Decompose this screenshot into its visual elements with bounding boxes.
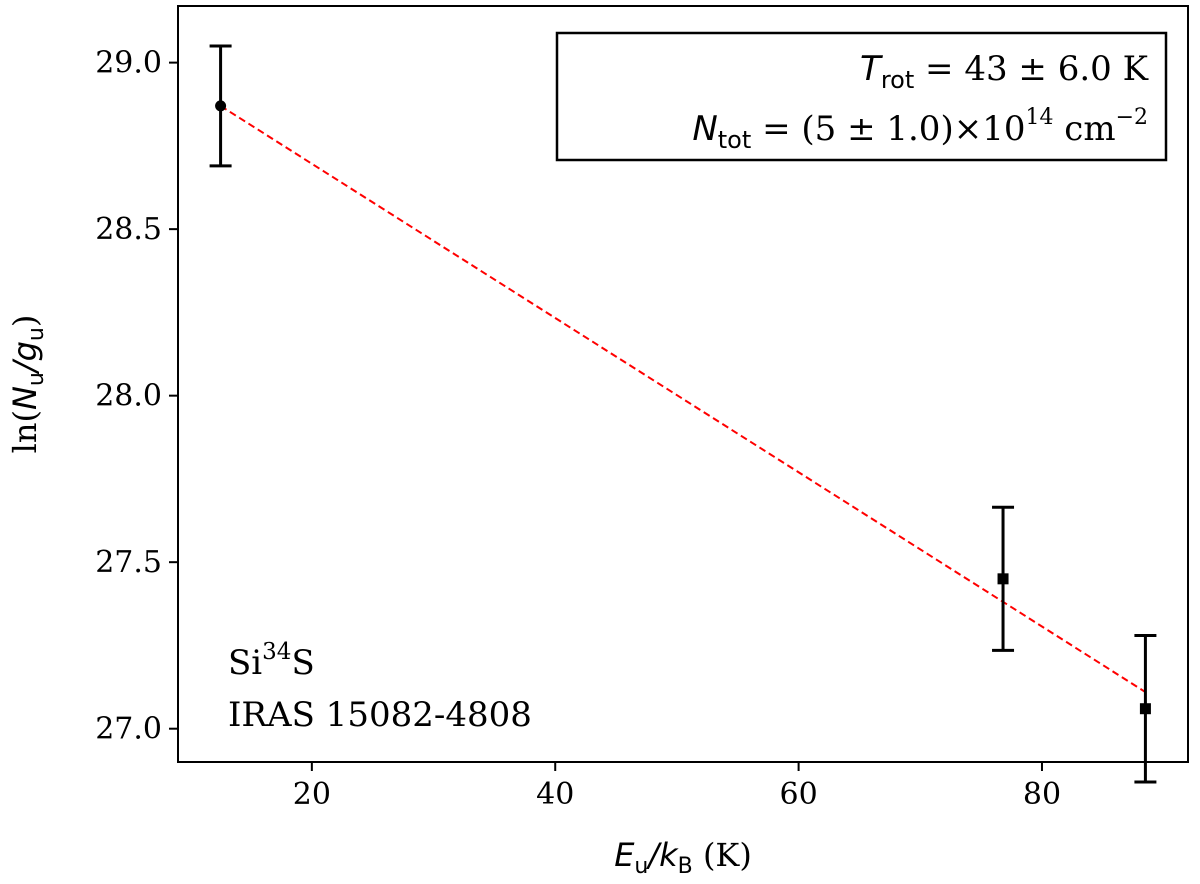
y-tick-label: 27.5 bbox=[95, 545, 162, 580]
point-marker-square bbox=[997, 573, 1009, 585]
x-axis-ticks: 20 40 60 80 bbox=[293, 762, 1061, 812]
fit-line bbox=[220, 105, 1146, 693]
molecule-label: Si34S bbox=[228, 639, 315, 683]
y-tick-label: 29.0 bbox=[95, 46, 162, 81]
x-axis-label: Eu/kB (K) bbox=[614, 836, 752, 879]
y-tick-label: 28.5 bbox=[95, 212, 162, 247]
x-tick-label: 40 bbox=[536, 777, 574, 812]
ntot-annotation: Ntot = (5 ± 1.0)×1014 cm−2 bbox=[692, 105, 1148, 154]
fit-line-group bbox=[220, 105, 1146, 693]
data-point bbox=[992, 505, 1015, 652]
trot-annotation: Trot = 43 ± 6.0 K bbox=[860, 49, 1149, 94]
x-tick-label: 60 bbox=[780, 777, 818, 812]
y-axis-label: ln(Nu/gu) bbox=[6, 315, 49, 454]
x-tick-label: 80 bbox=[1023, 777, 1061, 812]
data-point bbox=[1134, 633, 1157, 784]
plot-frame bbox=[177, 5, 1189, 763]
y-tick-label: 28.0 bbox=[95, 379, 162, 414]
data-points bbox=[209, 44, 1157, 784]
point-marker-circle bbox=[215, 100, 227, 112]
y-tick-label: 27.0 bbox=[95, 712, 162, 747]
point-marker-square bbox=[1139, 703, 1151, 715]
data-point bbox=[209, 44, 232, 168]
source-label: IRAS 15082-4808 bbox=[228, 695, 532, 735]
annotation-box bbox=[555, 31, 1168, 162]
y-axis-ticks: 27.0 27.5 28.0 28.5 29.0 bbox=[95, 46, 178, 747]
x-tick-label: 20 bbox=[293, 777, 331, 812]
